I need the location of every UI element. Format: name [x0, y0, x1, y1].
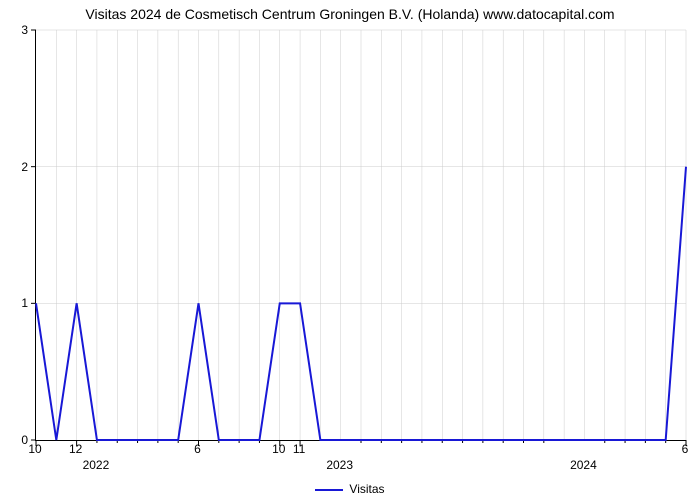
- x-tick-label: 12: [69, 442, 82, 456]
- x-tick-label: 6: [682, 442, 689, 456]
- legend-swatch: [315, 489, 343, 491]
- y-tick-label: 3: [21, 23, 28, 37]
- plot-area: [35, 30, 686, 441]
- chart-title: Visitas 2024 de Cosmetisch Centrum Groni…: [0, 0, 700, 22]
- x-tick-label: 10: [272, 442, 285, 456]
- chart-svg: [36, 30, 686, 440]
- chart-container: Visitas 2024 de Cosmetisch Centrum Groni…: [0, 0, 700, 500]
- x-tick-label: 11: [293, 442, 305, 456]
- y-tick-label: 2: [21, 160, 28, 174]
- x-year-label: 2023: [326, 458, 353, 472]
- legend: Visitas: [0, 482, 700, 496]
- y-tick-label: 1: [21, 296, 28, 310]
- x-tick-label: 10: [28, 442, 41, 456]
- legend-label: Visitas: [349, 482, 384, 496]
- y-tick-label: 0: [21, 433, 28, 447]
- x-year-label: 2022: [83, 458, 110, 472]
- x-year-label: 2024: [570, 458, 597, 472]
- x-tick-label: 6: [194, 442, 201, 456]
